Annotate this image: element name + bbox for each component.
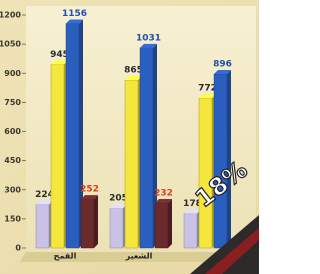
bar (36, 205, 49, 248)
bar (110, 208, 123, 248)
value-label: 252 (80, 185, 99, 195)
y-tick-label: 750 (4, 98, 21, 107)
y-tick-label: 300 (4, 185, 21, 194)
bar-side (94, 195, 98, 248)
y-tick-label: 1050 (0, 40, 21, 49)
bar (140, 48, 153, 248)
bar (199, 98, 212, 248)
bar (155, 203, 168, 248)
bar (125, 80, 138, 248)
y-tick-label: 150 (4, 214, 21, 223)
x-tick-label: القمح (54, 252, 77, 261)
chart: 015030045060075090010501200القمح22494511… (0, 0, 259, 274)
value-label: 1031 (136, 33, 161, 43)
y-tick-label: 900 (4, 69, 21, 78)
bar (66, 24, 79, 248)
value-label: 232 (154, 188, 173, 198)
bar (214, 74, 227, 248)
value-label: 1156 (62, 9, 87, 19)
bar (184, 213, 197, 248)
bar (51, 65, 64, 248)
y-tick-label: 600 (4, 127, 21, 136)
y-tick-label: 0 (15, 244, 21, 253)
y-tick-label: 1200 (0, 11, 21, 20)
x-tick-label: الشعير (125, 252, 153, 261)
value-label: 896 (213, 60, 232, 70)
y-tick-label: 450 (4, 156, 21, 165)
bar-side (168, 199, 172, 248)
bar (81, 199, 94, 248)
